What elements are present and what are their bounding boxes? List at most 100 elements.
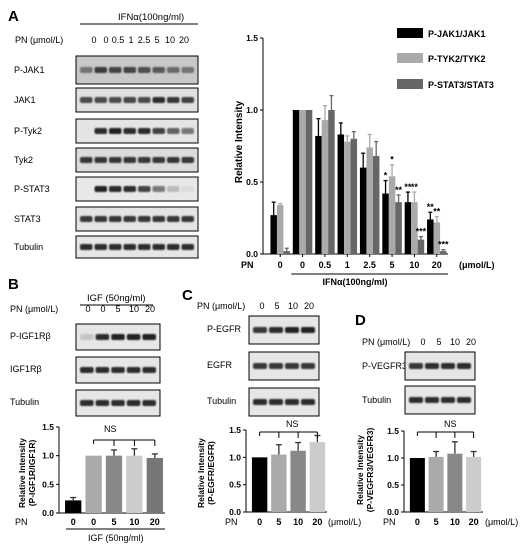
panel-letter-a: A: [8, 8, 19, 25]
d-ns: NS: [444, 419, 457, 429]
c-y-tick-label-2: 1.0: [229, 452, 241, 462]
svg-text:Relative Intensity: Relative Intensity: [355, 435, 365, 505]
a-blot-4-band: [109, 186, 122, 192]
b-bar-0: [65, 500, 82, 513]
b-blot-0-band: [142, 334, 156, 340]
svg-text:(P-IGF1R/IGF1R): (P-IGF1R/IGF1R): [27, 440, 37, 507]
a-bar-0-5: [382, 193, 389, 254]
b-blot-1-band: [95, 367, 110, 373]
b-dose-4: 20: [145, 304, 155, 314]
d-y-tick-label-1: 0.5: [387, 480, 399, 490]
d-blot-1: [404, 385, 476, 415]
a-x-label-7: 20: [432, 260, 442, 270]
d-bar-1: [428, 456, 444, 512]
a-blot-6: [75, 235, 199, 259]
a-sig-1-5: *: [390, 155, 394, 165]
a-blot-5-band: [152, 216, 165, 222]
c-blot-2: [248, 387, 320, 417]
a-blot-3-band: [138, 157, 151, 163]
a-y-axis: 0.0 0.5 1.0 1.5: [246, 33, 264, 259]
a-legend-swatch-1: [397, 28, 423, 38]
a-blot-3: [75, 147, 199, 173]
a-sig-0-6: **: [404, 182, 412, 192]
a-blot-label-6: Tubulin: [14, 242, 43, 252]
b-blot-0-band: [126, 334, 141, 340]
svg-text:Relative Intensity: Relative Intensity: [17, 438, 27, 508]
d-blot-0-band: [409, 363, 423, 369]
b-x-label-1: 0: [91, 517, 96, 527]
a-y-title: Relative Intensity: [234, 100, 245, 183]
a-blot-label-2: P-Tyk2: [14, 126, 42, 136]
c-x-label-0: 0: [257, 517, 262, 527]
c-dose-0: 0: [259, 301, 264, 311]
a-blot-3-band: [109, 157, 122, 163]
a-bar-2-2: [328, 110, 335, 254]
d-dose-3: 20: [466, 337, 476, 347]
a-bar-1-3: [344, 141, 351, 254]
a-blot-3-band: [94, 157, 107, 163]
a-blot-3-band: [123, 157, 136, 163]
b-dose-3: 10: [129, 304, 139, 314]
c-blot-2-band: [253, 399, 267, 405]
b-y-tick-label-3: 1.5: [42, 422, 54, 432]
a-legend: P-JAK1/JAK1 P-TYK2/TYK2 P-STAT3/STAT3: [397, 28, 494, 90]
c-dose-3: 20: [304, 301, 314, 311]
a-blot-label-0: P-JAK1: [14, 65, 45, 75]
a-legend-swatch-2: [397, 53, 423, 63]
a-dose-7: 20: [179, 35, 189, 45]
a-bar-1-7: [433, 222, 441, 254]
a-blot-1-band: [109, 97, 122, 103]
b-blot-0-band: [111, 334, 125, 340]
a-blot-5-band: [109, 216, 122, 222]
a-blot-0-band: [181, 67, 194, 73]
b-x-label-3: 10: [129, 517, 139, 527]
a-blot-5-band: [181, 216, 194, 222]
a-dose-6: 10: [165, 35, 175, 45]
a-dose-2: 0.5: [112, 35, 125, 45]
a-blot-1-band: [152, 97, 165, 103]
a-bar-0-6: [404, 202, 412, 254]
a-blot-4-band: [152, 186, 165, 192]
a-bar-2-1: [305, 110, 313, 254]
b-dose-2: 5: [115, 304, 120, 314]
c-x-unit: (μmol/L): [328, 517, 361, 527]
c-blot-1-band: [269, 363, 283, 369]
c-blot-1-band: [301, 363, 315, 369]
a-blot-3-band: [167, 157, 180, 163]
c-blot-label-2: Tubulin: [207, 396, 236, 406]
a-blot-6-band: [152, 244, 165, 250]
a-blot-3-band: [181, 157, 194, 163]
a-blot-1: [75, 87, 199, 113]
b-blot-0: [75, 323, 161, 351]
a-blot-label-4: P-STAT3: [14, 184, 50, 194]
a-y-tick-label-3: 1.5: [246, 33, 258, 43]
a-bar-0-3: [337, 134, 345, 254]
d-x-label-2: 10: [450, 517, 460, 527]
b-y-tick-label-1: 0.5: [42, 479, 54, 489]
a-bar-2-3: [350, 138, 358, 254]
a-bar-1-4: [366, 147, 373, 254]
a-x-label-1: 0: [300, 260, 305, 270]
b-dose-0: 0: [85, 304, 90, 314]
a-dose-3: 1: [128, 35, 133, 45]
b-dose-1: 0: [100, 304, 105, 314]
b-y-axis: 0.0 0.5 1.0 1.5: [42, 422, 60, 518]
a-legend-label-2: P-TYK2/TYK2: [428, 54, 486, 64]
b-blot-1-band: [111, 367, 125, 373]
c-y-tick-label-0: 0.0: [229, 507, 241, 517]
a-blot-0-band: [80, 67, 93, 73]
b-blot-2-band: [95, 400, 110, 406]
d-y-tick-label-3: 1.5: [387, 426, 399, 436]
a-sig-2-5: **: [395, 185, 403, 195]
a-x-label-5: 5: [390, 260, 395, 270]
c-blot-1: [248, 351, 320, 381]
b-blot-0-band: [80, 334, 94, 340]
b-bar-2: [105, 455, 123, 513]
a-blot-0-band: [167, 67, 180, 73]
d-y-tick-label-2: 1.0: [387, 453, 399, 463]
c-blot-2-band: [269, 399, 283, 405]
d-x-label-3: 20: [469, 517, 479, 527]
c-bar-3: [309, 442, 326, 512]
a-blot-0-band: [123, 67, 136, 73]
a-blot-1-band: [138, 97, 151, 103]
